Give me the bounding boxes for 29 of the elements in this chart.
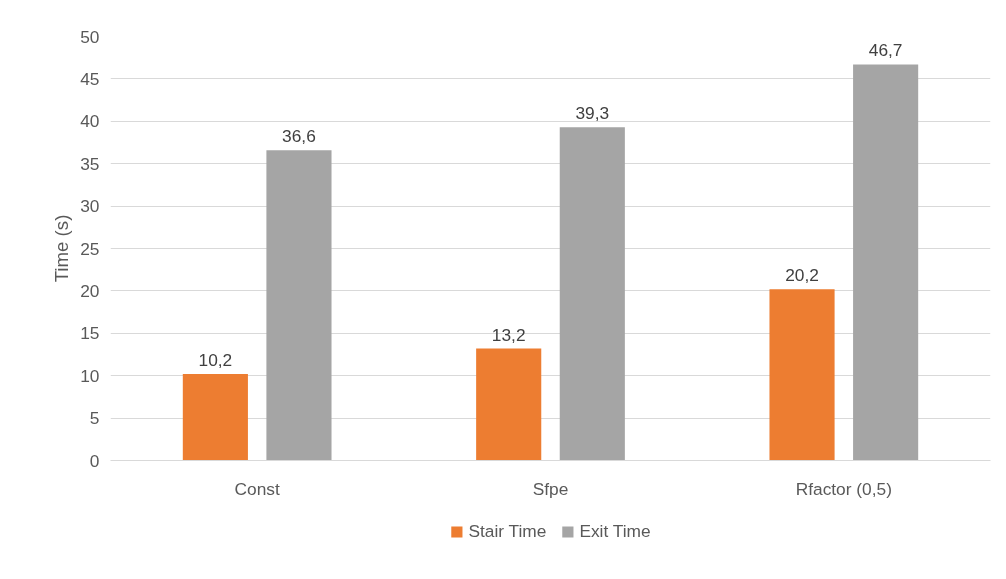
- x-tick-label: Rfactor (0,5): [795, 478, 892, 499]
- data-label: 13,2: [491, 324, 526, 345]
- legend-label: Stair Time: [468, 520, 547, 542]
- bar: [182, 374, 248, 461]
- bar: [853, 64, 919, 461]
- y-tick-label: 35: [80, 153, 100, 174]
- y-tick-label: 25: [80, 238, 100, 259]
- bar: [266, 150, 332, 461]
- y-tick-label: 10: [80, 365, 100, 386]
- y-axis-title: Time (s): [51, 214, 73, 283]
- y-tick-label: 5: [89, 408, 100, 429]
- bar: [476, 348, 542, 461]
- legend-label: Exit Time: [579, 520, 651, 542]
- data-label: 10,2: [198, 350, 233, 370]
- y-tick-label: 50: [80, 26, 100, 47]
- data-label: 36,6: [282, 126, 316, 147]
- y-tick-label: 20: [80, 280, 100, 301]
- y-tick-label: 40: [80, 111, 100, 132]
- data-label: 20,2: [785, 265, 819, 286]
- x-tick-label: Sfpe: [532, 478, 569, 499]
- data-label: 39,3: [575, 103, 610, 124]
- y-tick-label: 15: [80, 323, 100, 344]
- bar: [559, 127, 625, 461]
- data-label: 46,7: [868, 40, 903, 61]
- y-tick-label: 45: [80, 68, 100, 89]
- x-tick-label: Const: [234, 478, 280, 499]
- bar: [769, 289, 835, 461]
- y-tick-label: 0: [89, 450, 100, 471]
- y-tick-label: 30: [80, 196, 100, 217]
